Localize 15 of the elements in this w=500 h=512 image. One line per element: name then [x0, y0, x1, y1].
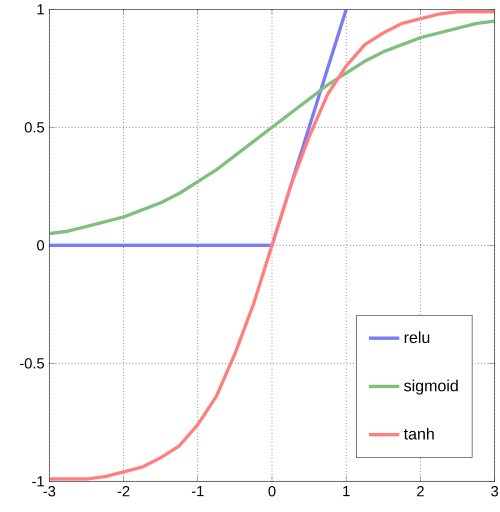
x-tick-label: 3 [491, 486, 498, 496]
x-tick-label: 1 [343, 486, 350, 496]
x-tick-label: 2 [417, 486, 424, 496]
x-tick-label: 0 [268, 486, 276, 496]
y-tick-label: 0.5 [24, 122, 44, 133]
x-tick-label: -1 [192, 486, 204, 496]
legend-label: tanh [404, 428, 434, 440]
legend-label: relu [404, 331, 430, 344]
y-tick-label: -0.5 [20, 358, 44, 369]
y-tick-label: 0 [37, 240, 44, 251]
x-tick-label: -3 [43, 486, 56, 496]
y-tick-label: 1 [38, 4, 44, 14]
legend-label: sigmoid [404, 380, 458, 395]
x-tick-label: -2 [118, 486, 130, 496]
y-tick-label: -1 [32, 476, 44, 486]
